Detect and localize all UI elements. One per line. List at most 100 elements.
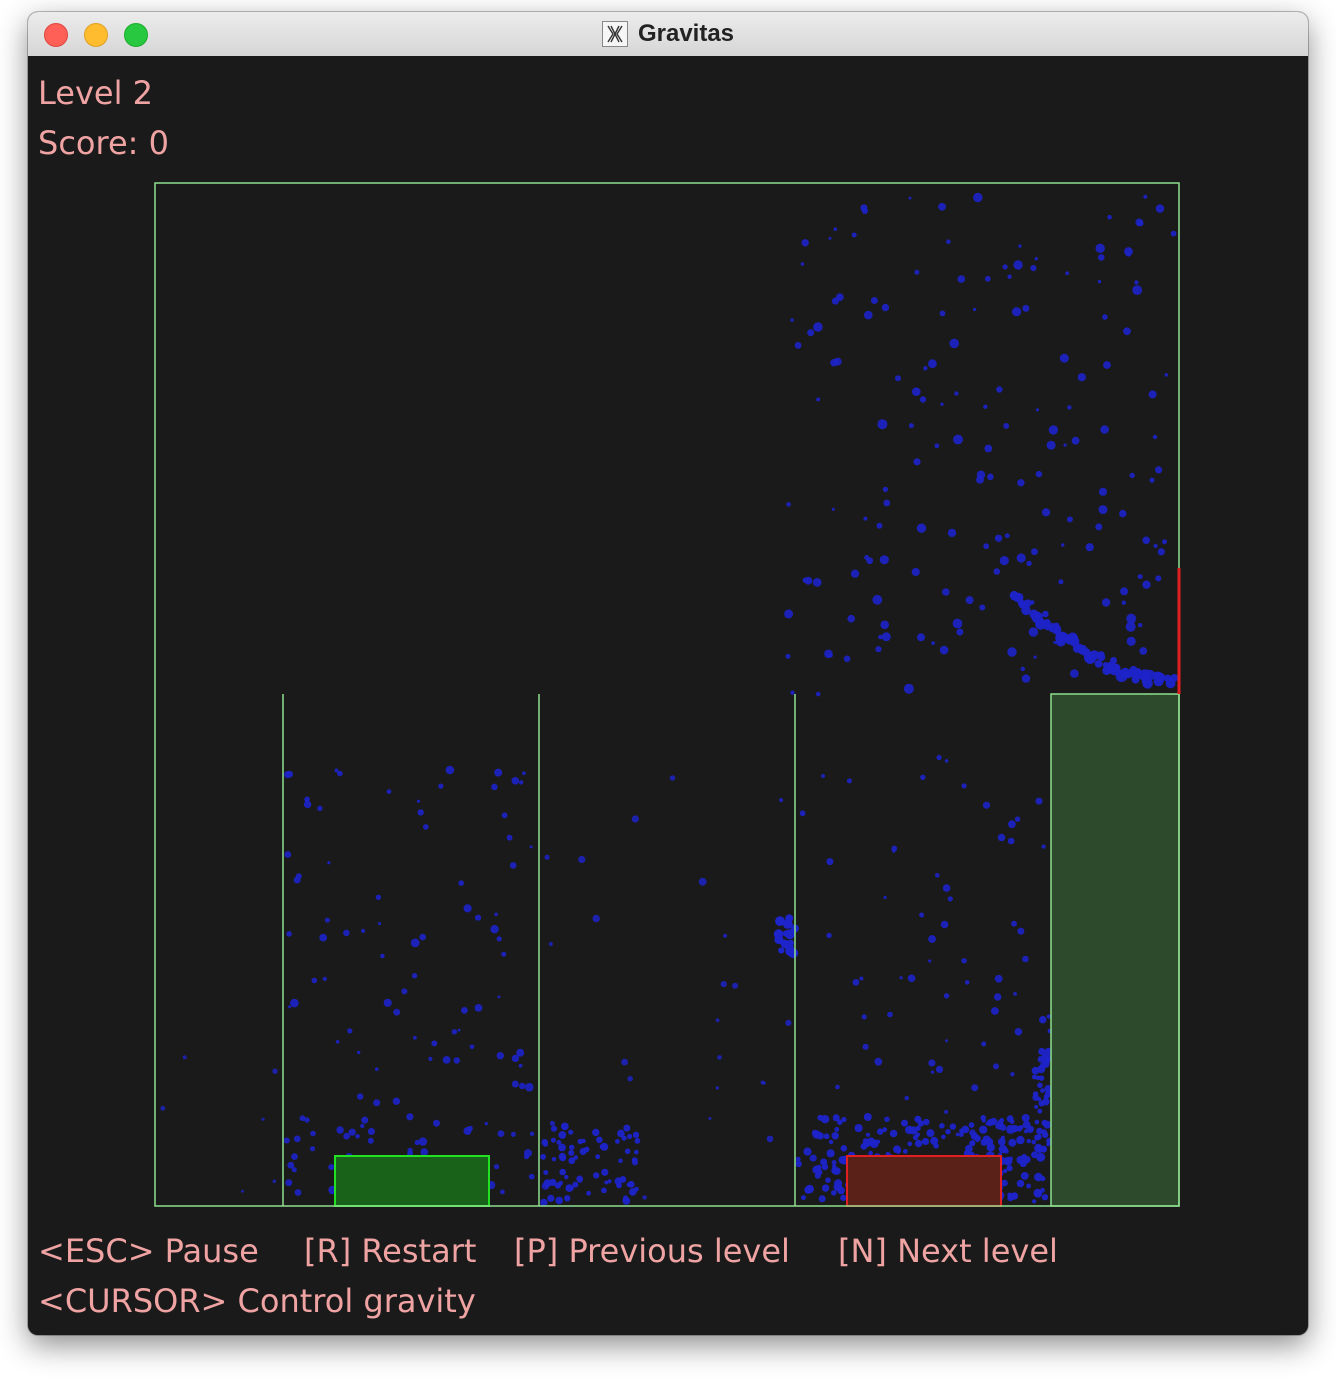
fluid-particle: [883, 499, 891, 507]
fluid-particle: [601, 1168, 609, 1176]
fluid-particle: [825, 1177, 831, 1183]
fluid-particle: [413, 1035, 417, 1040]
fluid-particle: [327, 861, 331, 865]
fluid-particle: [1003, 1147, 1009, 1153]
fluid-particle: [720, 981, 727, 988]
fluid-particle: [1039, 1016, 1047, 1024]
fluid-particle: [1156, 673, 1165, 683]
fluid-particle: [579, 1148, 587, 1155]
fluid-particle: [866, 1137, 876, 1146]
fluid-particle: [518, 780, 524, 785]
fluid-particle: [847, 614, 855, 623]
pause-hint: <ESC> Pause: [38, 1232, 259, 1270]
fluid-particle: [828, 236, 832, 240]
fluid-particle: [529, 845, 533, 849]
fluid-particle: [453, 1057, 460, 1064]
fluid-particle: [952, 618, 963, 629]
fluid-particle: [945, 1129, 951, 1135]
fluid-particle: [642, 1195, 647, 1200]
fluid-particle: [510, 1131, 516, 1137]
fluid-particle: [813, 322, 823, 332]
fluid-particle: [831, 1190, 837, 1196]
fluid-particle: [1149, 477, 1155, 483]
fluid-particle: [347, 1028, 353, 1034]
fluid-particle: [1095, 523, 1103, 531]
fluid-particle: [414, 1139, 420, 1146]
fluid-particle: [550, 1125, 558, 1132]
fluid-particle: [833, 1182, 843, 1192]
fluid-particle: [928, 359, 937, 369]
fluid-particle: [295, 873, 302, 880]
fluid-particle: [1007, 647, 1017, 657]
fluid-particle: [291, 1167, 297, 1173]
x11-icon: [601, 21, 628, 47]
title-bar[interactable]: Gravitas: [28, 12, 1308, 57]
fluid-particle: [778, 947, 785, 954]
fluid-particle: [838, 1156, 847, 1164]
game-canvas[interactable]: Level 2 Score: 0 <ESC> Pause [R] Restart…: [28, 56, 1308, 1335]
fluid-particle: [987, 1120, 992, 1125]
fluid-particle: [991, 1007, 999, 1015]
fluid-particle: [826, 932, 832, 939]
fluid-particle: [880, 620, 889, 630]
fluid-particle: [1112, 663, 1121, 672]
fluid-particle: [475, 914, 482, 921]
fluid-particle: [1094, 660, 1103, 668]
fluid-particle: [1016, 1135, 1025, 1145]
fluid-particle: [420, 1148, 429, 1156]
fluid-particle: [182, 1055, 187, 1060]
fluid-particle: [328, 1164, 335, 1171]
fluid-particle: [621, 1058, 628, 1066]
fluid-particle: [976, 475, 984, 484]
fluid-particle: [860, 204, 868, 212]
fluid-particle: [997, 833, 1006, 842]
fluid-particle: [834, 1127, 840, 1132]
fluid-particle: [393, 1008, 401, 1016]
fluid-particle: [497, 1130, 505, 1137]
fluid-particle: [861, 1014, 867, 1020]
fluid-particle: [957, 275, 966, 283]
fluid-particle: [1143, 194, 1148, 199]
fluid-particle: [875, 646, 882, 653]
fluid-particle: [1087, 652, 1094, 659]
fluid-particle: [1012, 307, 1022, 317]
fluid-particle: [1139, 647, 1148, 655]
fluid-particle: [1036, 1134, 1042, 1140]
fluid-particle: [1014, 1028, 1023, 1036]
fluid-particle: [846, 778, 852, 784]
fluid-particle: [299, 1115, 306, 1122]
fluid-particle: [1036, 1152, 1046, 1162]
fluid-particle: [1066, 516, 1073, 523]
fluid-particle: [569, 1144, 575, 1151]
fluid-particle: [529, 1131, 535, 1137]
fluid-particle: [519, 1082, 526, 1090]
fluid-particle: [417, 809, 424, 816]
fluid-particle: [1044, 1054, 1052, 1062]
fluid-particle: [564, 1195, 571, 1202]
fluid-particle: [889, 1129, 898, 1138]
fluid-particle: [1032, 1074, 1037, 1080]
fluid-particle: [1155, 575, 1162, 582]
fluid-particle: [982, 801, 991, 809]
walls: [154, 182, 1180, 1207]
fluid-particle: [1100, 425, 1109, 434]
fluid-particle: [1152, 434, 1158, 440]
fluid-particle: [549, 1178, 557, 1186]
close-button[interactable]: [44, 23, 68, 47]
fluid-particle: [555, 1196, 563, 1205]
minimize-button[interactable]: [84, 23, 108, 47]
fluid-particle: [947, 528, 957, 538]
fluid-particle: [1034, 1119, 1040, 1125]
fluid-particle: [310, 1130, 316, 1137]
fluid-particle: [994, 993, 1002, 1001]
fluid-particle: [622, 1197, 631, 1205]
fluid-particle: [1020, 1172, 1029, 1180]
fluid-particle: [831, 1132, 839, 1140]
fluid-particle: [1061, 543, 1065, 547]
fluid-particle: [762, 1081, 766, 1085]
fluid-particle: [540, 1198, 548, 1207]
fluid-particle: [715, 1018, 720, 1023]
zoom-button[interactable]: [124, 23, 148, 47]
fluid-particle: [1135, 218, 1144, 227]
fluid-particle: [1016, 1179, 1025, 1188]
